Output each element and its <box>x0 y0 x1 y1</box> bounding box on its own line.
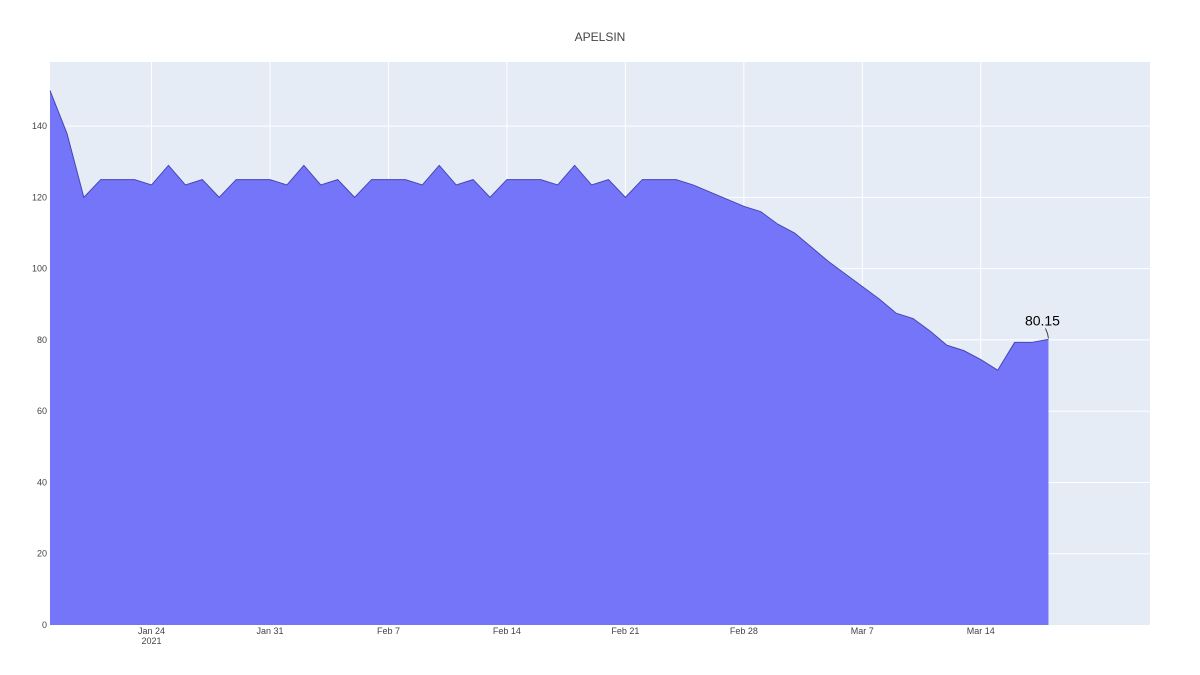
x-tick-label: Feb 21 <box>611 626 639 636</box>
y-tick-label: 100 <box>32 264 47 274</box>
x-tick-label: Feb 14 <box>493 626 521 636</box>
x-tick-label: Mar 7 <box>851 626 874 636</box>
y-tick-label: 40 <box>37 477 47 487</box>
y-tick-label: 60 <box>37 406 47 416</box>
annotation-arrow <box>1044 328 1049 339</box>
x-tick-label: Jan 31 <box>256 626 283 636</box>
series-area <box>50 90 1049 625</box>
y-tick-label: 120 <box>32 192 47 202</box>
x-year-label: 2021 <box>142 636 162 646</box>
series-line <box>49 90 1049 371</box>
y-tick-label: 140 <box>32 121 47 131</box>
y-tick-label: 20 <box>37 549 47 559</box>
y-tick-label: 0 <box>42 620 47 630</box>
y-tick-label: 80 <box>37 335 47 345</box>
x-tick-label: Jan 24 <box>138 626 165 636</box>
annotation-label: 80.15 <box>1025 312 1060 328</box>
x-tick-label: Feb 7 <box>377 626 400 636</box>
x-tick-label: Mar 14 <box>967 626 995 636</box>
chart-title: APELSIN <box>575 30 626 44</box>
x-tick-label: Feb 28 <box>730 626 758 636</box>
